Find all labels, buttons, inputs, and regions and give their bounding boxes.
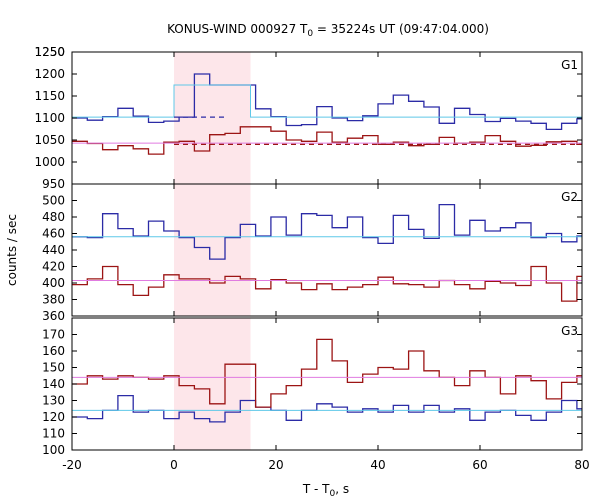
chart-panels: 9501000105011001150120012501250G13603804… — [34, 45, 583, 457]
y-tick-label: 950 — [42, 177, 65, 191]
x-tick-label: 0 — [170, 458, 178, 472]
panel-g2: 360 380 400 420 440 460 480 500 G2 — [42, 183, 583, 323]
y-tick-label: 1250 — [34, 45, 65, 59]
x-axis-label: T - T0, s — [302, 482, 349, 499]
y-tick-label: 460 — [42, 227, 65, 241]
series-blue-0 — [72, 73, 582, 131]
x-tick-label: 40 — [370, 458, 385, 472]
y-tick-label: 140 — [42, 377, 65, 391]
y-tick-label: 150 — [42, 361, 65, 375]
x-axis: -20 0 20 40 60 80 — [62, 458, 589, 472]
y-tick-label: 400 — [42, 276, 65, 290]
shaded-interval — [174, 52, 251, 184]
series-cyan-2 — [72, 84, 582, 118]
series-red-1 — [72, 126, 582, 155]
y-tick-label: 500 — [42, 194, 65, 208]
y-tick-label: 1050 — [34, 133, 65, 147]
y-tick-label: 130 — [42, 394, 65, 408]
y-tick-label: 120 — [42, 410, 65, 424]
chart-title: KONUS-WIND 000927 T0 = 35224s UT (09:47:… — [167, 22, 489, 39]
shaded-interval — [174, 318, 251, 450]
y-tick-label: 480 — [42, 210, 65, 224]
series-red-1 — [72, 265, 582, 302]
y-tick-label: 440 — [42, 243, 65, 257]
panel-label: G2 — [561, 190, 578, 204]
x-tick-label: 20 — [268, 458, 283, 472]
panel-frame — [71, 183, 583, 317]
shaded-interval — [174, 184, 251, 316]
y-tick-label: 1100 — [34, 111, 65, 125]
panel-g3: 100 110 120 130 140 150 160 170 G3 — [42, 317, 583, 457]
panel-label: G3 — [561, 324, 578, 338]
y-axis-label: counts / sec — [5, 214, 19, 286]
y-tick-label: 1200 — [34, 67, 65, 81]
y-tick-label: 1000 — [34, 155, 65, 169]
panel-frame — [71, 317, 583, 451]
y-tick-label: 170 — [42, 328, 65, 342]
series-red-1 — [72, 338, 582, 408]
y-tick-label: 100 — [42, 443, 65, 457]
y-tick-label: 360 — [42, 309, 65, 323]
y-tick-label: 1250 — [34, 45, 65, 59]
series-blue-0 — [72, 203, 582, 260]
y-tick-label: 420 — [42, 260, 65, 274]
y-tick-label: 380 — [42, 293, 65, 307]
y-tick-label: 110 — [42, 427, 65, 441]
panel-label: G1 — [561, 58, 578, 72]
y-tick-label: 160 — [42, 344, 65, 358]
series-blue-0 — [72, 394, 582, 423]
x-tick-label: 80 — [574, 458, 589, 472]
x-tick-label: -20 — [62, 458, 82, 472]
y-tick-label: 1150 — [34, 89, 65, 103]
x-tick-label: 60 — [472, 458, 487, 472]
